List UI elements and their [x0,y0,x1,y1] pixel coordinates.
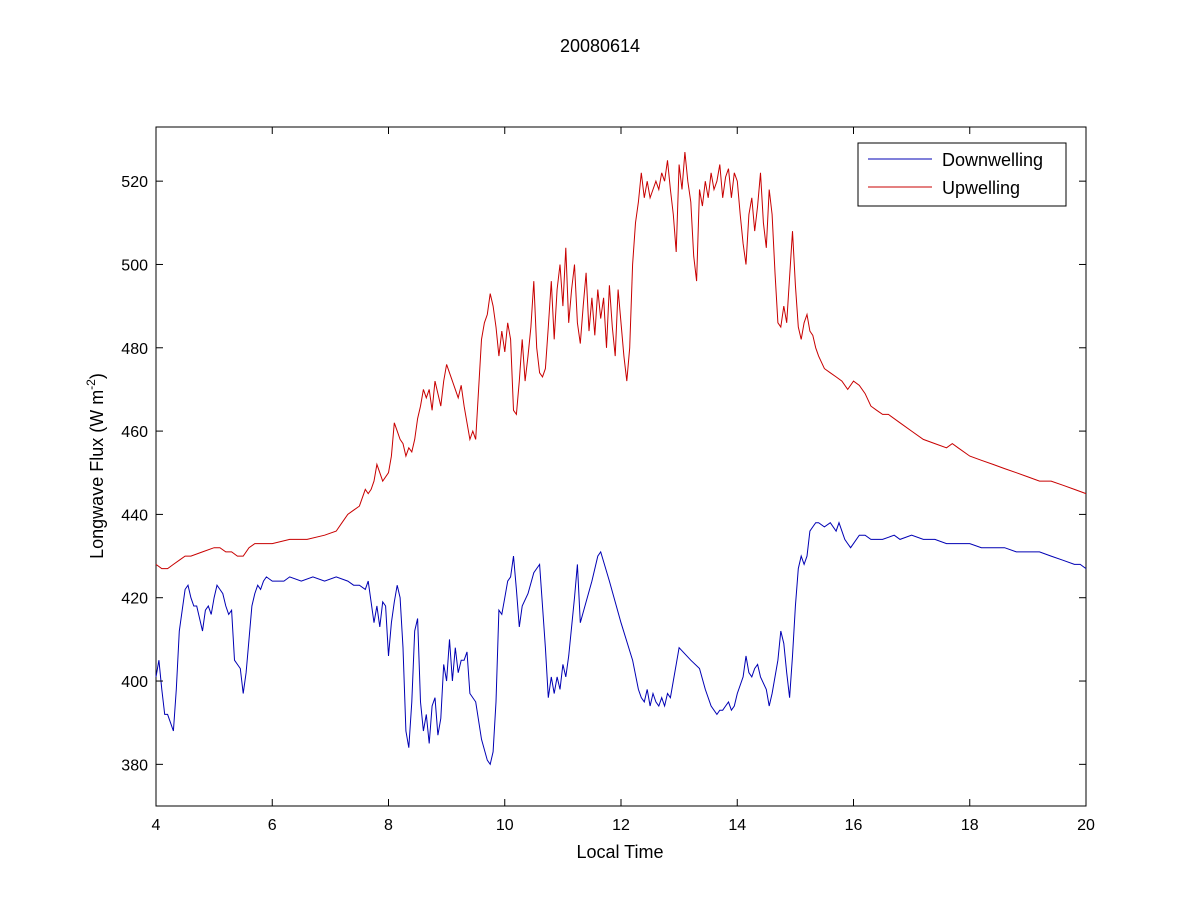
series-line-downwelling [155,521,1087,766]
plot-area [155,126,1087,807]
y-axis-title: Longwave Flux (W m-2) [84,373,107,559]
y-tick-label: 480 [121,341,148,358]
series-line-upwelling [155,151,1087,570]
y-axis-title-superscript: -2 [84,379,98,390]
y-axis-title-main: Longwave Flux (W m [87,390,107,559]
y-tick-label: 420 [121,591,148,608]
y-tick-label: 440 [121,507,148,524]
legend-label-downwelling: Downwelling [942,150,1043,170]
axis-ticks: 4 6 8 10 12 14 16 18 20 380 400 420 440 460 480 500 520 [121,127,1095,834]
y-tick-label: 500 [121,257,148,274]
x-tick-label: 10 [496,817,514,834]
chart-title: 20080614 [560,36,640,56]
legend: Downwelling Upwelling [857,142,1067,207]
x-tick-label: 8 [384,817,393,834]
x-tick-label: 18 [961,817,979,834]
x-tick-label: 6 [268,817,277,834]
y-tick-label: 460 [121,424,148,441]
x-tick-label: 16 [845,817,863,834]
y-axis-title-close: ) [87,373,107,379]
legend-box [857,142,1067,207]
legend-label-upwelling: Upwelling [942,178,1020,198]
x-tick-label: 4 [152,817,161,834]
y-tick-label: 520 [121,174,148,191]
y-tick-label: 380 [121,757,148,774]
x-tick-label: 20 [1077,817,1095,834]
x-axis-title: Local Time [576,842,663,862]
series-layer [155,151,1087,766]
x-tick-label: 12 [612,817,630,834]
y-tick-label: 400 [121,674,148,691]
x-tick-label: 14 [728,817,746,834]
